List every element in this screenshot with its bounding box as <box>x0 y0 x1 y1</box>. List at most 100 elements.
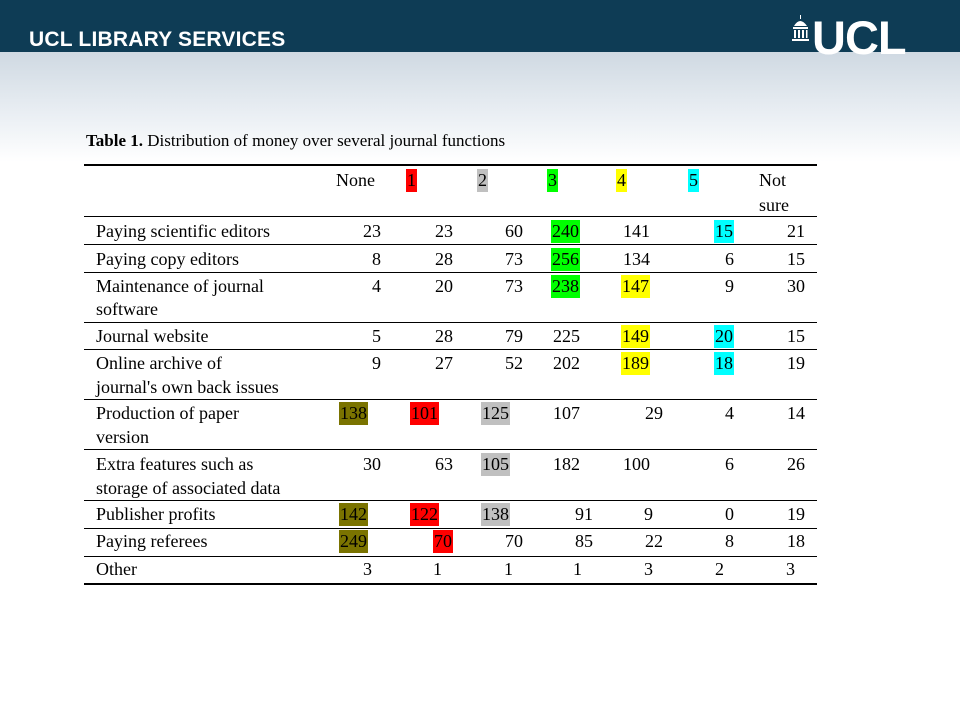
cell-1: 122 <box>410 503 439 526</box>
cell-1: 27 <box>435 353 453 373</box>
cell-4: 3 <box>644 559 653 579</box>
table-title: Table 1. Distribution of money over seve… <box>86 131 506 150</box>
cell-4: 22 <box>645 531 663 551</box>
cell-4: 100 <box>623 454 650 474</box>
cell-none: 249 <box>339 530 368 553</box>
row-label: Paying copy editors <box>96 249 239 269</box>
row-label: Production of paper <box>96 403 239 423</box>
cell-4: 134 <box>623 249 650 269</box>
portico-icon <box>792 15 809 41</box>
row-rule <box>84 500 817 501</box>
column-header-not-sure: Not <box>759 170 786 190</box>
cell-none: 138 <box>339 402 368 425</box>
cell-5: 20 <box>714 325 734 348</box>
cell-3: 238 <box>551 275 580 298</box>
row-label: Paying scientific editors <box>96 221 270 241</box>
cell-not-sure: 3 <box>786 559 795 579</box>
cell-none: 142 <box>339 503 368 526</box>
column-header-5: 5 <box>688 169 699 192</box>
cell-1: 28 <box>435 249 453 269</box>
cell-4: 29 <box>645 403 663 423</box>
table-bottom-rule <box>84 583 817 585</box>
header-gradient <box>0 52 960 162</box>
row-label: Extra features such as <box>96 454 254 474</box>
row-rule <box>84 272 817 273</box>
column-header-2: 2 <box>477 169 488 192</box>
row-label-line2: journal's own back issues <box>96 377 279 397</box>
column-header-4: 4 <box>616 169 627 192</box>
cell-2: 52 <box>505 353 523 373</box>
cell-not-sure: 30 <box>787 276 805 296</box>
cell-not-sure: 15 <box>787 249 805 269</box>
cell-1: 63 <box>435 454 453 474</box>
cell-not-sure: 18 <box>787 531 805 551</box>
cell-none: 8 <box>372 249 381 269</box>
cell-1: 101 <box>410 402 439 425</box>
cell-4: 189 <box>621 352 650 375</box>
cell-not-sure: 19 <box>787 504 805 524</box>
row-label-line2: version <box>96 427 149 447</box>
cell-3: 1 <box>573 559 582 579</box>
cell-5: 8 <box>725 531 734 551</box>
column-header-not-sure-line2: sure <box>759 195 789 215</box>
table-top-rule <box>84 164 817 166</box>
row-rule <box>84 322 817 323</box>
cell-3: 240 <box>551 220 580 243</box>
logo-text: UCL <box>812 11 906 56</box>
cell-3: 225 <box>553 326 580 346</box>
cell-not-sure: 26 <box>787 454 805 474</box>
cell-3: 202 <box>553 353 580 373</box>
cell-5: 9 <box>725 276 734 296</box>
column-header-none: None <box>336 170 375 190</box>
cell-3: 256 <box>551 248 580 271</box>
cell-5: 4 <box>725 403 734 423</box>
cell-none: 4 <box>372 276 381 296</box>
cell-1: 23 <box>435 221 453 241</box>
row-rule <box>84 528 817 529</box>
brand-title: UCL LIBRARY SERVICES <box>29 28 286 51</box>
cell-5: 2 <box>715 559 724 579</box>
cell-none: 23 <box>363 221 381 241</box>
cell-5: 6 <box>725 454 734 474</box>
cell-not-sure: 15 <box>787 326 805 346</box>
row-label: Other <box>96 559 137 579</box>
cell-5: 0 <box>725 504 734 524</box>
cell-1: 28 <box>435 326 453 346</box>
cell-5: 15 <box>714 220 734 243</box>
cell-none: 5 <box>372 326 381 346</box>
cell-not-sure: 21 <box>787 221 805 241</box>
cell-3: 85 <box>575 531 593 551</box>
cell-2: 73 <box>505 249 523 269</box>
cell-4: 9 <box>644 504 653 524</box>
cell-4: 147 <box>621 275 650 298</box>
row-label: Journal website <box>96 326 209 346</box>
row-label: Maintenance of journal <box>96 276 264 296</box>
cell-none: 9 <box>372 353 381 373</box>
cell-2: 70 <box>505 531 523 551</box>
row-label-line2: software <box>96 299 158 319</box>
row-rule <box>84 449 817 450</box>
cell-4: 149 <box>621 325 650 348</box>
row-rule <box>84 216 817 217</box>
cell-2: 60 <box>505 221 523 241</box>
row-label: Paying referees <box>96 531 208 551</box>
cell-none: 30 <box>363 454 381 474</box>
row-rule <box>84 349 817 350</box>
cell-not-sure: 14 <box>787 403 805 423</box>
cell-5: 6 <box>725 249 734 269</box>
cell-4: 141 <box>623 221 650 241</box>
row-rule <box>84 556 817 557</box>
cell-5: 18 <box>714 352 734 375</box>
ucl-logo: UCL <box>792 11 907 56</box>
column-header-3: 3 <box>547 169 558 192</box>
cell-not-sure: 19 <box>787 353 805 373</box>
cell-2: 138 <box>481 503 510 526</box>
cell-2: 1 <box>504 559 513 579</box>
column-header-1: 1 <box>406 169 417 192</box>
cell-3: 91 <box>575 504 593 524</box>
cell-1: 70 <box>433 530 453 553</box>
cell-3: 182 <box>553 454 580 474</box>
cell-3: 107 <box>553 403 580 423</box>
cell-2: 79 <box>505 326 523 346</box>
cell-1: 1 <box>433 559 442 579</box>
